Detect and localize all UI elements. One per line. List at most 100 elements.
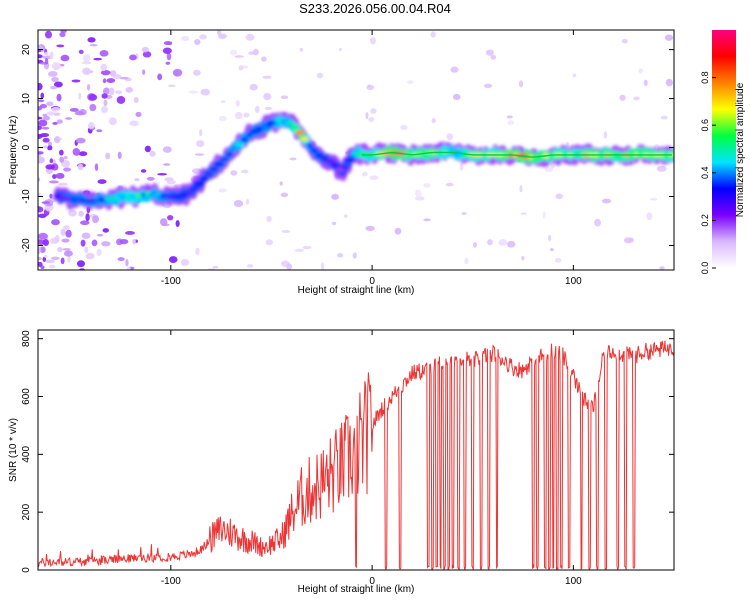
spectrogram-noise-blob — [660, 115, 668, 120]
colorbar-label: Normalized spectral amplitude — [735, 82, 746, 217]
spectrogram-noise-blob — [649, 198, 658, 201]
ridge-core — [225, 152, 233, 157]
spectrogram-noise-blob — [49, 51, 54, 60]
chart-title: S233.2026.056.00.04.R04 — [299, 1, 451, 16]
spectrogram-noise-blob — [172, 68, 183, 77]
spectrogram-noise-blob — [548, 234, 552, 242]
spectrogram-y-tick-label: -10 — [21, 189, 32, 204]
spectrogram-noise-blob — [49, 264, 56, 269]
spectrogram-noise-blob — [100, 63, 107, 72]
spectrogram-frame — [37, 29, 675, 271]
spectrogram-noise-blob — [199, 129, 203, 137]
spectrogram-noise-blob — [498, 239, 508, 246]
spectrogram-noise-blob — [42, 145, 49, 149]
spectrogram-noise-blob — [320, 262, 325, 270]
spectrogram-noise-blob — [166, 53, 172, 61]
spectrogram-noise-blob — [113, 74, 122, 79]
spectrogram-noise-blob — [91, 239, 98, 247]
spectrogram-noise-blob — [461, 211, 467, 216]
spectrogram-noise-blob — [485, 49, 494, 56]
spectrogram-noise-blob — [51, 107, 61, 112]
spectrogram-noise-blob — [44, 52, 49, 56]
spectrogram-noise-blob — [142, 51, 152, 58]
spectrogram-noise-blob — [241, 169, 249, 174]
spectrogram-noise-blob — [572, 73, 577, 78]
spectrogram-noise-blob — [430, 31, 436, 38]
snr-frame — [37, 329, 675, 571]
spectrogram-noise-blob — [141, 46, 150, 53]
spectrogram-noise-blob — [140, 169, 147, 173]
spectrogram-noise-blob — [38, 82, 43, 91]
spectrogram-noise-blob — [264, 107, 273, 110]
spectrogram-noise-blob — [78, 92, 82, 100]
spectrogram-noise-blob — [266, 215, 272, 223]
spectrogram-marks — [38, 30, 674, 270]
spectrogram-noise-blob — [71, 79, 81, 83]
spectrogram-noise-blob — [464, 257, 469, 265]
spectrogram-x-tick-label: -100 — [161, 276, 181, 287]
spectrogram-noise-blob — [157, 73, 163, 81]
spectrogram-noise-blob — [542, 211, 546, 219]
spectrogram-noise-blob — [506, 115, 513, 119]
spectrogram-noise-blob — [163, 163, 171, 166]
spectrogram-noise-blob — [46, 111, 56, 116]
spectrogram-noise-blob — [281, 230, 291, 233]
spectrogram-noise-blob — [446, 133, 454, 141]
spectrogram-noise-blob — [68, 209, 77, 217]
ridge-core — [189, 187, 199, 191]
spectrogram-noise-blob — [47, 145, 53, 151]
spectrogram-noise-blob — [129, 54, 137, 61]
spectrogram-noise-blob — [61, 238, 70, 243]
spectrogram-noise-blob — [166, 179, 176, 185]
spectrogram-noise-blob — [85, 252, 95, 260]
spectrogram-noise-blob — [38, 106, 43, 111]
spectrogram-noise-blob — [445, 182, 454, 187]
spectrogram-noise-blob — [506, 240, 516, 248]
spectrogram-noise-blob — [450, 66, 459, 73]
spectrogram-noise-blob — [619, 94, 626, 101]
spectrogram-noise-blob — [80, 220, 90, 226]
snr-plot-area — [38, 330, 674, 570]
spectrogram-noise-blob — [38, 99, 45, 103]
spectrogram-noise-blob — [77, 163, 84, 171]
spectrogram-noise-blob — [343, 214, 348, 218]
spectrogram-noise-blob — [135, 111, 142, 117]
spectrogram-noise-blob — [664, 34, 674, 41]
spectrogram-noise-blob — [367, 84, 371, 87]
spectrogram-noise-blob — [181, 36, 190, 42]
spectrogram-noise-blob — [63, 225, 70, 230]
ridge-core — [315, 153, 324, 158]
spectrogram-noise-blob — [162, 47, 172, 54]
snr-y-tick-label: 0 — [21, 567, 32, 573]
ridge-core — [300, 136, 309, 142]
spectrogram-y-label: Frequency (Hz) — [8, 116, 19, 185]
spectrogram-noise-blob — [196, 140, 205, 148]
snr-y-tick-label: 600 — [21, 388, 32, 405]
spectrogram-ridge — [52, 111, 674, 211]
colorbar: 0.0 0.2 0.4 0.6 0.8 Normalized spectral ampl… — [700, 30, 746, 274]
spectrogram-noise-blob — [108, 117, 117, 126]
spectrogram-noise-blob — [243, 112, 250, 118]
spectrogram-noise-blob — [50, 256, 60, 260]
spectrogram-noise-blob — [331, 221, 337, 226]
ridge-core — [175, 194, 183, 199]
spectrogram-noise-blob — [262, 75, 272, 79]
spectrogram-noise-blob — [114, 90, 123, 95]
spectrogram-noise-blob — [117, 151, 122, 160]
spectrogram-noise-blob — [368, 117, 375, 122]
spectrogram-noise-blob — [218, 115, 227, 122]
spectrogram-noise-blob — [97, 179, 107, 184]
spectrogram-noise-blob — [299, 47, 303, 52]
spectrogram-noise-blob — [38, 192, 42, 197]
spectrogram-noise-blob — [230, 170, 238, 176]
spectrogram-x-label: Height of straight line (km) — [298, 285, 415, 296]
ridge-core — [344, 157, 356, 163]
snr-x-axis: -100 0 100 — [161, 330, 582, 587]
spectrogram-noise-blob — [89, 44, 98, 47]
spectrogram-noise-blob — [565, 141, 570, 148]
spectrogram-noise-blob — [76, 260, 85, 268]
spectrogram-noise-blob — [119, 76, 129, 80]
spectrogram-noise-blob — [94, 163, 99, 172]
